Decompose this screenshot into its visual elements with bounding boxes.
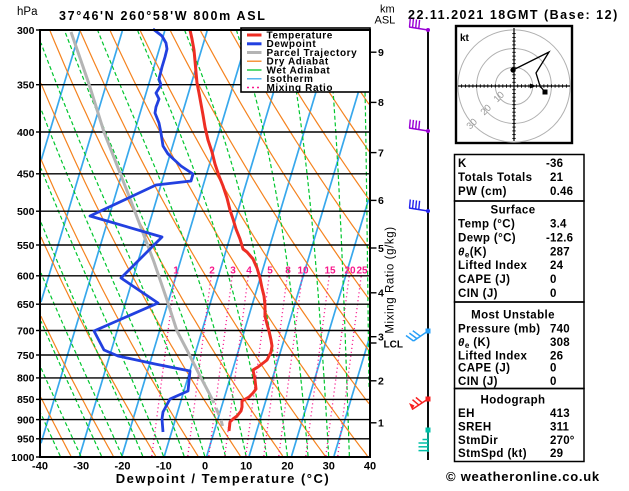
svg-text:1: 1 xyxy=(173,266,179,277)
svg-text:20: 20 xyxy=(344,266,356,277)
svg-text:-30: -30 xyxy=(73,461,89,473)
svg-text:7: 7 xyxy=(378,147,384,159)
svg-text:θe (K): θe (K) xyxy=(458,337,490,350)
svg-text:CIN (J): CIN (J) xyxy=(458,288,498,300)
svg-text:-20: -20 xyxy=(115,461,131,473)
svg-text:-36: -36 xyxy=(546,158,563,170)
svg-text:1000: 1000 xyxy=(11,452,35,464)
svg-text:3.4: 3.4 xyxy=(550,219,567,231)
svg-text:800: 800 xyxy=(17,373,35,385)
svg-text:Lifted Index: Lifted Index xyxy=(458,351,528,363)
svg-text:Mixing Ratio: Mixing Ratio xyxy=(267,83,334,94)
svg-text:-12.6: -12.6 xyxy=(546,232,573,244)
svg-text:270°: 270° xyxy=(550,435,575,447)
svg-text:15: 15 xyxy=(324,266,336,277)
svg-text:Parcel Trajectory: Parcel Trajectory xyxy=(267,48,358,59)
svg-text:900: 900 xyxy=(17,414,35,426)
svg-text:Dry Adiabat: Dry Adiabat xyxy=(267,57,329,68)
svg-text:θe(K): θe(K) xyxy=(458,246,487,259)
svg-text:40: 40 xyxy=(364,461,376,473)
svg-text:850: 850 xyxy=(17,394,35,406)
svg-text:3: 3 xyxy=(230,266,236,277)
svg-text:22.11.2021 18GMT (Base: 12): 22.11.2021 18GMT (Base: 12) xyxy=(408,8,619,22)
svg-text:2: 2 xyxy=(378,376,384,388)
svg-text:K: K xyxy=(458,158,467,170)
svg-text:0.46: 0.46 xyxy=(550,186,573,198)
svg-text:24: 24 xyxy=(550,260,564,272)
svg-text:20: 20 xyxy=(281,461,293,473)
svg-text:750: 750 xyxy=(17,350,35,362)
svg-text:Dewp (°C): Dewp (°C) xyxy=(458,232,516,244)
svg-text:Most Unstable: Most Unstable xyxy=(471,310,555,322)
svg-text:8: 8 xyxy=(285,266,291,277)
svg-text:km: km xyxy=(380,4,395,16)
svg-text:450: 450 xyxy=(17,169,35,181)
svg-text:25: 25 xyxy=(356,266,368,277)
svg-text:10: 10 xyxy=(240,461,252,473)
svg-text:Wet Adiabat: Wet Adiabat xyxy=(267,65,331,76)
svg-text:650: 650 xyxy=(17,299,35,311)
svg-text:CIN (J): CIN (J) xyxy=(458,376,498,388)
svg-text:5: 5 xyxy=(378,243,384,255)
svg-text:hPa: hPa xyxy=(17,6,38,18)
svg-text:9: 9 xyxy=(378,47,384,59)
svg-text:10: 10 xyxy=(297,266,309,277)
svg-text:Temperature: Temperature xyxy=(267,30,333,41)
svg-text:29: 29 xyxy=(550,448,563,460)
svg-text:CAPE (J): CAPE (J) xyxy=(458,363,510,375)
svg-text:Totals Totals: Totals Totals xyxy=(458,172,532,184)
svg-text:4: 4 xyxy=(246,266,252,277)
svg-text:21: 21 xyxy=(550,172,564,184)
svg-text:950: 950 xyxy=(17,434,35,446)
svg-text:600: 600 xyxy=(17,271,35,283)
svg-text:700: 700 xyxy=(17,325,35,337)
svg-text:3: 3 xyxy=(378,332,384,344)
svg-text:26: 26 xyxy=(550,351,563,363)
svg-text:37°46'N 260°58'W 800m ASL: 37°46'N 260°58'W 800m ASL xyxy=(59,9,267,23)
svg-text:308: 308 xyxy=(550,337,570,349)
svg-text:Lifted Index: Lifted Index xyxy=(458,260,528,272)
svg-text:© weatheronline.co.uk: © weatheronline.co.uk xyxy=(446,469,600,484)
svg-text:400: 400 xyxy=(17,127,35,139)
svg-text:StmDir: StmDir xyxy=(458,435,498,447)
svg-text:EH: EH xyxy=(458,408,475,420)
svg-text:SREH: SREH xyxy=(458,422,492,434)
svg-text:5: 5 xyxy=(267,266,273,277)
svg-text:0: 0 xyxy=(550,376,557,388)
svg-text:Surface: Surface xyxy=(491,205,536,217)
svg-text:550: 550 xyxy=(17,240,35,252)
svg-text:LCL: LCL xyxy=(384,340,403,351)
svg-text:Mixing Ratio (g/kg): Mixing Ratio (g/kg) xyxy=(385,226,397,333)
svg-text:740: 740 xyxy=(550,324,570,336)
svg-text:30: 30 xyxy=(323,461,335,473)
svg-text:-10: -10 xyxy=(156,461,172,473)
svg-text:Dewpoint / Temperature (°C): Dewpoint / Temperature (°C) xyxy=(116,471,330,486)
svg-text:350: 350 xyxy=(17,80,35,92)
svg-text:500: 500 xyxy=(17,206,35,218)
svg-text:300: 300 xyxy=(17,25,35,37)
svg-text:Hodograph: Hodograph xyxy=(481,395,546,407)
svg-text:ASL: ASL xyxy=(375,15,396,27)
svg-text:1: 1 xyxy=(378,418,384,430)
svg-text:4: 4 xyxy=(378,288,384,300)
svg-text:Isotherm: Isotherm xyxy=(267,74,314,85)
svg-text:0: 0 xyxy=(550,363,557,375)
svg-text:0: 0 xyxy=(550,274,557,286)
svg-text:8: 8 xyxy=(378,97,384,109)
svg-text:Pressure (mb): Pressure (mb) xyxy=(458,324,541,336)
svg-text:287: 287 xyxy=(550,246,570,258)
svg-text:2: 2 xyxy=(209,266,215,277)
svg-text:0: 0 xyxy=(550,288,557,300)
svg-text:kt: kt xyxy=(460,33,470,44)
svg-text:Temp (°C): Temp (°C) xyxy=(458,219,515,231)
svg-text:StmSpd (kt): StmSpd (kt) xyxy=(458,448,527,460)
svg-text:311: 311 xyxy=(550,422,570,434)
svg-text:413: 413 xyxy=(550,408,570,420)
svg-text:PW (cm): PW (cm) xyxy=(458,186,507,198)
svg-text:Dewpoint: Dewpoint xyxy=(267,39,317,50)
svg-text:6: 6 xyxy=(378,195,384,207)
svg-text:0: 0 xyxy=(202,461,208,473)
svg-text:-40: -40 xyxy=(32,461,48,473)
svg-text:CAPE (J): CAPE (J) xyxy=(458,274,510,286)
